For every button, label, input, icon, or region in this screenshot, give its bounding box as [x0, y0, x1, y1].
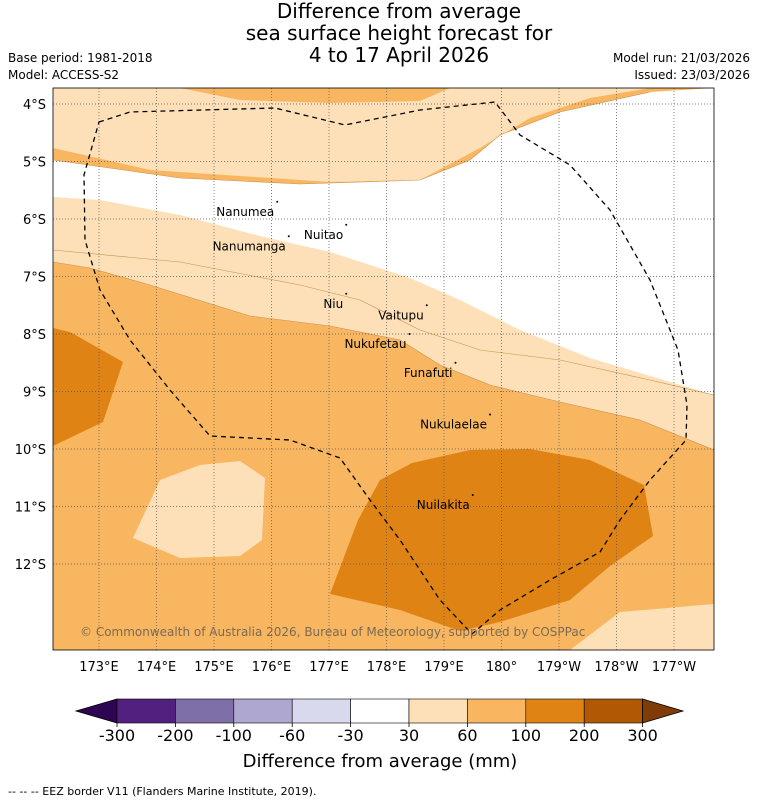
latitude-labels: 4°S 5°S 6°S 7°S 8°S 9°S 10°S 11°S 12°S	[15, 98, 46, 573]
contour-lines	[53, 91, 714, 451]
lat-tick-label: 12°S	[15, 558, 46, 573]
island-label: Nanumea	[216, 205, 274, 219]
issued-date: Issued: 23/03/2026	[634, 68, 750, 82]
island-marker	[454, 361, 457, 364]
lon-tick-label: 179°E	[424, 660, 464, 675]
colorbar-tick-label: 30	[399, 726, 419, 745]
contour-line-3	[53, 261, 714, 451]
colorbar: -300 -200 -100 -60 -30 30 60 100 200 300	[74, 698, 685, 745]
colorbar-swatch	[175, 698, 235, 724]
title-line-1: Difference from average	[276, 0, 522, 23]
lat-tick-label: 11°S	[15, 501, 46, 516]
lon-tick-label: 175°E	[194, 660, 234, 675]
colorbar-title: Difference from average (mm)	[243, 751, 518, 772]
lat-tick-label: 8°S	[23, 328, 46, 343]
colorbar-tick-label: -30	[338, 726, 364, 745]
title-line-3: 4 to 17 April 2026	[308, 43, 490, 67]
fill-30-60-north	[53, 88, 714, 182]
islands: Nanumea Nuitao Nanumanga Niu Vaitupu Nukufeta…	[213, 200, 491, 512]
lat-tick-label: 4°S	[23, 98, 46, 113]
island-label: Nukufetau	[344, 337, 406, 351]
colorbar-swatch	[116, 698, 176, 724]
lon-tick-label: 178°W	[594, 660, 638, 675]
lon-tick-label: 177°W	[652, 660, 696, 675]
colorbar-swatch	[467, 698, 527, 724]
colorbar-tick-label: -60	[279, 726, 305, 745]
colorbar-tick-label: -100	[216, 726, 252, 745]
lon-tick-label: 174°E	[137, 660, 177, 675]
lon-tick-label: 178°E	[367, 660, 407, 675]
colorbar-swatch	[233, 698, 293, 724]
lon-tick-label: 177°E	[309, 660, 349, 675]
colorbar-tick-label: -300	[99, 726, 135, 745]
title-line-2: sea surface height forecast for	[245, 21, 553, 45]
island-label: Funafuti	[404, 366, 453, 380]
map-title: Difference from average sea surface heig…	[0, 0, 758, 66]
contour-fills	[53, 88, 714, 650]
lat-tick-label: 7°S	[23, 271, 46, 286]
island-label: Vaitupu	[378, 308, 424, 322]
eez-footnote: -- -- -- EEZ border V11 (Flanders Marine…	[8, 785, 317, 798]
lon-tick-label: 176°E	[252, 660, 292, 675]
colorbar-tick-label: 60	[457, 726, 477, 745]
island-label: Nukulaelae	[420, 418, 487, 432]
longitude-labels: 173°E 174°E 175°E 176°E 177°E 178°E 179°E 180° 1…	[79, 660, 696, 675]
gridlines	[53, 88, 714, 650]
eez-border	[83, 101, 688, 635]
model-name: Model: ACCESS-S2	[8, 68, 120, 82]
contour-line-2	[53, 249, 714, 396]
island-marker	[408, 333, 411, 335]
lat-tick-label: 10°S	[15, 443, 46, 458]
colorbar-swatch	[525, 698, 585, 724]
colorbar-swatch	[583, 698, 643, 724]
model-run: Model run: 21/03/2026	[612, 51, 750, 65]
contour-line-1	[53, 91, 651, 185]
island-label: Nuitao	[304, 228, 343, 242]
copyright-text: © Commonwealth of Australia 2026, Bureau…	[80, 625, 585, 639]
island-marker	[425, 304, 428, 307]
lat-tick-label: 5°S	[23, 156, 46, 171]
island-label: Niu	[323, 297, 343, 311]
meta-right: Model run: 21/03/2026 Issued: 23/03/2026	[613, 50, 750, 84]
colorbar-tick-label: 200	[569, 726, 600, 745]
island-marker	[489, 413, 491, 416]
lon-tick-label: 179°W	[537, 660, 581, 675]
colorbar-swatch	[291, 698, 351, 724]
island-label: Nuilakita	[417, 498, 470, 512]
island-marker	[345, 223, 348, 226]
lon-tick-label: 173°E	[79, 660, 119, 675]
lat-tick-label: 6°S	[23, 213, 46, 228]
colorbar-over-arrow	[642, 698, 685, 724]
meta-left: Base period: 1981-2018 Model: ACCESS-S2	[8, 50, 153, 84]
colorbar-under-arrow	[74, 698, 118, 724]
lon-tick-label: 180°	[486, 660, 517, 675]
lat-tick-label: 9°S	[23, 386, 46, 401]
plot-frame	[52, 87, 715, 651]
colorbar-tick-label: 100	[511, 726, 542, 745]
colorbar-swatch	[350, 698, 410, 724]
fill-30-60-southeast	[570, 604, 714, 650]
island-marker	[471, 494, 474, 496]
fill-100-200-south	[330, 449, 653, 631]
island-marker	[287, 235, 290, 238]
fill-30-60-island	[133, 461, 265, 558]
island-marker	[276, 200, 279, 203]
fill-white-band	[53, 88, 714, 395]
island-marker	[345, 292, 348, 295]
fill-30-60-band	[53, 197, 714, 450]
colorbar-tick-label: -200	[157, 726, 193, 745]
colorbar-swatch	[408, 698, 468, 724]
base-period: Base period: 1981-2018	[8, 51, 153, 65]
island-label: Nanumanga	[213, 239, 286, 253]
fill-100-200-west	[53, 328, 123, 446]
colorbar-tick-label: 300	[627, 726, 658, 745]
